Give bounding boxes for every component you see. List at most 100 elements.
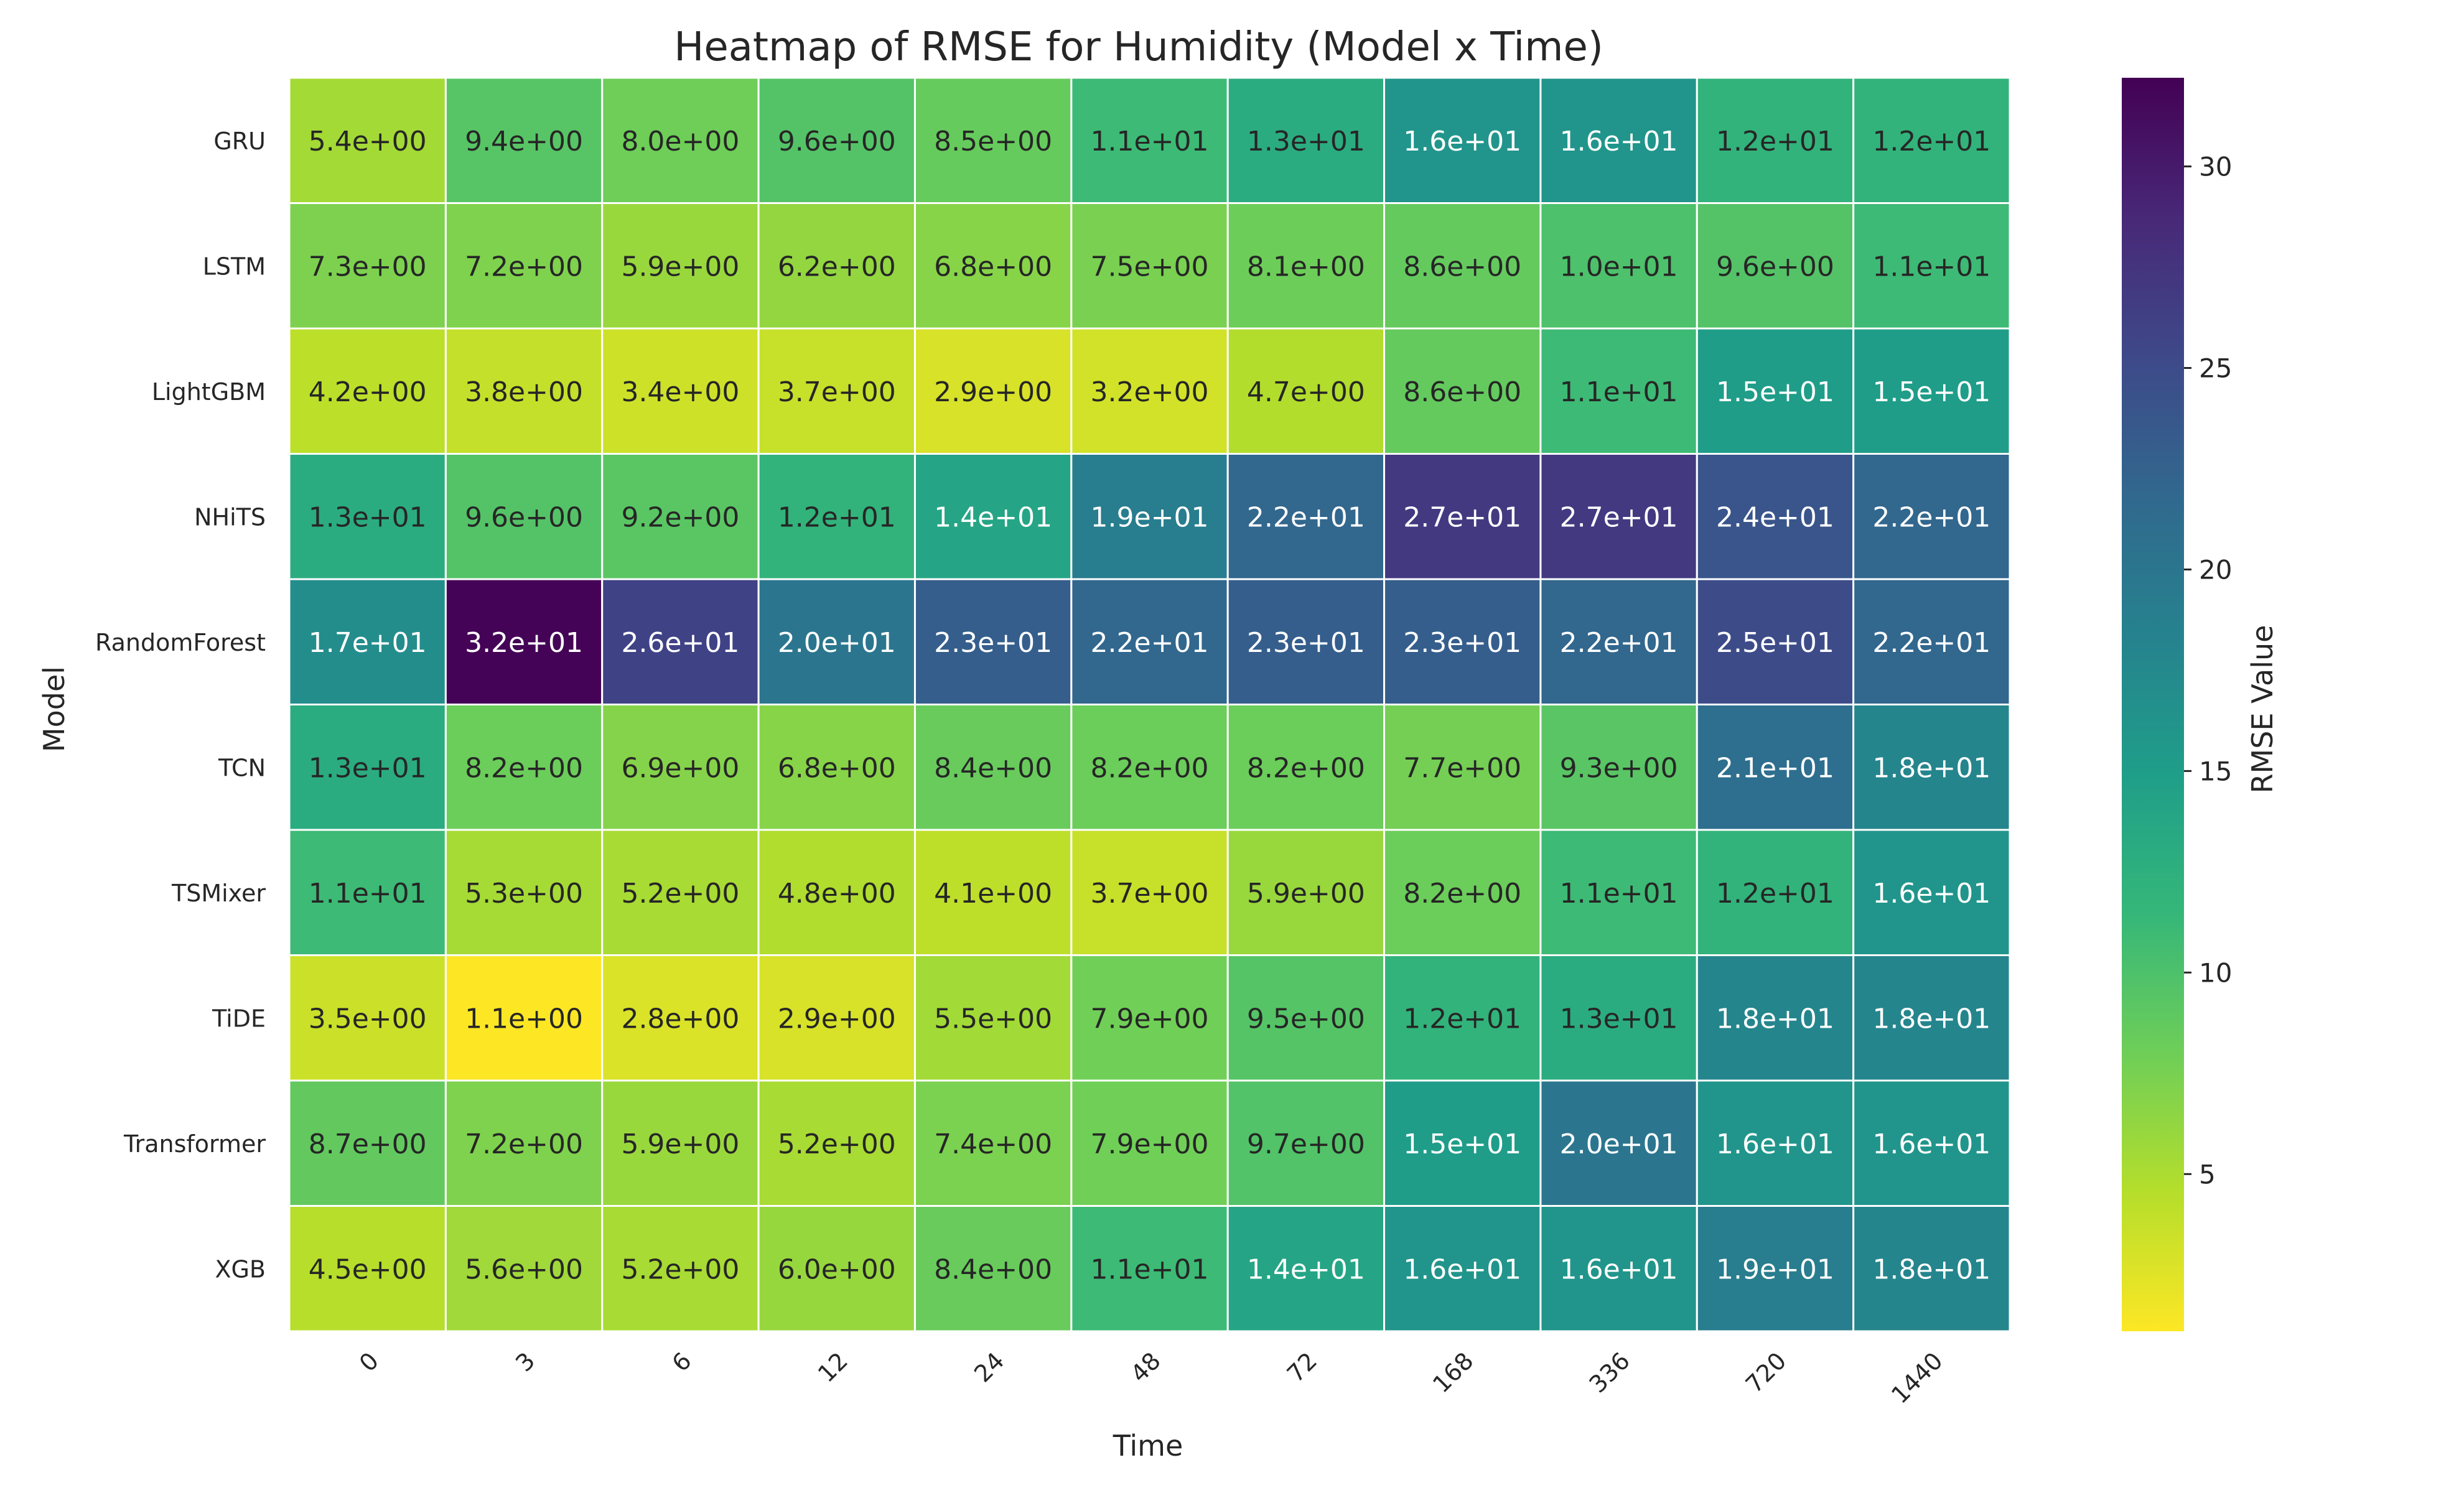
y-tick-label: TCN <box>218 754 266 781</box>
cell-value-label: 1.0e+01 <box>1560 251 1678 282</box>
heatmap-cell <box>1226 202 1386 330</box>
cell-value-label: 1.3e+01 <box>1560 1003 1678 1035</box>
cell-value-label: 8.2e+00 <box>1247 752 1365 784</box>
cell-value-label: 7.5e+00 <box>1091 251 1209 282</box>
cell-value-label: 5.4e+00 <box>309 126 427 157</box>
cell-value-label: 2.7e+01 <box>1560 501 1678 533</box>
heatmap-cell <box>1696 1205 1855 1333</box>
cell-value-label: 1.5e+01 <box>1403 1128 1521 1160</box>
y-tick-labels: GRU LSTM LightGBM NHiTS RandomForest TCN TSMix… <box>95 128 266 1283</box>
heatmap-cell <box>757 829 916 956</box>
heatmap-cell <box>1383 1079 1542 1207</box>
heatmap-cell <box>1539 327 1698 455</box>
cell-value-label: 1.3e+01 <box>309 752 427 784</box>
x-tick-label: 336 <box>1584 1347 1635 1398</box>
y-tick-label: LSTM <box>203 253 266 280</box>
cell-value-label: 2.5e+01 <box>1716 627 1834 659</box>
heatmap-cell <box>1852 704 2011 831</box>
colorbar-tick-label: 25 <box>2199 353 2232 383</box>
cell-value-label: 8.7e+00 <box>309 1128 427 1160</box>
heatmap-cell <box>1383 829 1542 956</box>
cell-value-label: 8.6e+00 <box>1403 376 1521 408</box>
heatmap-cell <box>601 1079 760 1207</box>
heatmap-cell <box>288 327 447 455</box>
y-tick-label: XGB <box>215 1255 266 1283</box>
heatmap-cell <box>1539 578 1698 705</box>
cell-value-label: 1.1e+01 <box>309 878 427 909</box>
x-axis-label: Time <box>1113 1429 1183 1463</box>
cell-value-label: 1.9e+01 <box>1716 1253 1834 1285</box>
cell-value-label: 2.3e+01 <box>1403 627 1521 659</box>
y-tick-label: Transformer <box>123 1130 266 1158</box>
cell-value-label: 5.9e+00 <box>621 251 739 282</box>
heatmap-cell <box>444 829 604 956</box>
heatmap-cell <box>757 578 916 705</box>
cell-value-label: 1.6e+01 <box>1560 1253 1678 1285</box>
cell-value-label: 2.2e+01 <box>1560 627 1678 659</box>
cell-value-label: 1.8e+01 <box>1716 1003 1834 1035</box>
x-tick-label: 168 <box>1427 1347 1478 1398</box>
y-tick-label: TSMixer <box>171 880 266 907</box>
heatmap-cell <box>601 77 760 204</box>
heatmap-cell <box>1852 1079 2011 1207</box>
heatmap-cell <box>1226 327 1386 455</box>
colorbar-tick-label: 15 <box>2199 756 2232 786</box>
heatmap-cell <box>1852 578 2011 705</box>
cell-value-label: 1.1e+01 <box>1560 878 1678 909</box>
heatmap-cell <box>1539 1205 1698 1333</box>
heatmap-cell <box>1383 954 1542 1082</box>
heatmap-cell <box>1696 453 1855 580</box>
heatmap-cell <box>1070 829 1229 956</box>
colorbar-gradient <box>2122 78 2184 1331</box>
cell-value-label: 5.5e+00 <box>934 1003 1052 1035</box>
x-tick-label: 48 <box>1126 1347 1166 1387</box>
heatmap-cell <box>444 954 604 1082</box>
heatmap-cell <box>757 704 916 831</box>
heatmap-cell <box>1696 1079 1855 1207</box>
cell-value-label: 9.6e+00 <box>465 501 583 533</box>
heatmap-cell <box>288 1205 447 1333</box>
heatmap-cell <box>601 1205 760 1333</box>
cell-value-label: 9.4e+00 <box>465 126 583 157</box>
cell-value-label: 7.7e+00 <box>1403 752 1521 784</box>
colorbar-tick-label: 20 <box>2199 554 2232 585</box>
x-tick-label: 6 <box>667 1347 697 1377</box>
x-tick-label: 12 <box>813 1347 853 1387</box>
cell-value-label: 1.6e+01 <box>1560 126 1678 157</box>
heatmap-cell <box>1383 1205 1542 1333</box>
heatmap-cell <box>757 1205 916 1333</box>
cell-value-label: 2.7e+01 <box>1403 501 1521 533</box>
x-tick-label: 720 <box>1740 1347 1791 1398</box>
cell-value-label: 8.2e+00 <box>465 752 583 784</box>
y-tick-label: TiDE <box>212 1005 266 1032</box>
cell-value-label: 3.4e+00 <box>621 376 739 408</box>
heatmap-cell <box>1852 327 2011 455</box>
cell-value-label: 2.2e+01 <box>1872 627 1990 659</box>
heatmap-cell <box>1852 453 2011 580</box>
cell-value-label: 5.9e+00 <box>1247 878 1365 909</box>
x-tick-label: 72 <box>1282 1347 1322 1387</box>
cell-value-label: 2.2e+01 <box>1247 501 1365 533</box>
cell-value-label: 5.3e+00 <box>465 878 583 909</box>
cell-value-label: 2.9e+00 <box>778 1003 896 1035</box>
cell-value-label: 1.4e+01 <box>1247 1253 1365 1285</box>
heatmap-cell <box>288 829 447 956</box>
cell-value-label: 1.2e+01 <box>1716 878 1834 909</box>
cell-value-label: 2.8e+00 <box>621 1003 739 1035</box>
cell-value-label: 1.2e+01 <box>1872 126 1990 157</box>
heatmap-cell <box>288 202 447 330</box>
cell-value-label: 8.2e+00 <box>1403 878 1521 909</box>
colorbar: 5 10 15 20 25 30 <box>2122 78 2232 1331</box>
heatmap-cell <box>601 453 760 580</box>
cell-value-label: 1.8e+01 <box>1872 1003 1990 1035</box>
heatmap-cell <box>1539 453 1698 580</box>
heatmap-cell <box>1226 453 1386 580</box>
cell-value-label: 6.9e+00 <box>621 752 739 784</box>
heatmap-cell <box>1226 829 1386 956</box>
cell-value-label: 1.8e+01 <box>1872 752 1990 784</box>
cell-value-label: 8.4e+00 <box>934 1253 1052 1285</box>
cell-value-label: 1.2e+01 <box>778 501 896 533</box>
cell-value-label: 6.2e+00 <box>778 251 896 282</box>
heatmap-cell <box>444 453 604 580</box>
cell-value-label: 1.1e+00 <box>465 1003 583 1035</box>
